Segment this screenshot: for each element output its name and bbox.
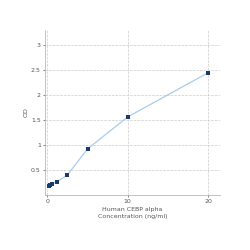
Point [126, 115, 130, 119]
Point [50, 182, 54, 186]
Point [56, 180, 60, 184]
Y-axis label: OD: OD [23, 108, 28, 118]
Point [66, 173, 70, 177]
Point [206, 71, 210, 75]
Point [48, 183, 52, 187]
Point [47, 184, 51, 188]
X-axis label: Human CEBP alpha
Concentration (ng/ml): Human CEBP alpha Concentration (ng/ml) [98, 207, 167, 219]
Point [86, 147, 89, 151]
